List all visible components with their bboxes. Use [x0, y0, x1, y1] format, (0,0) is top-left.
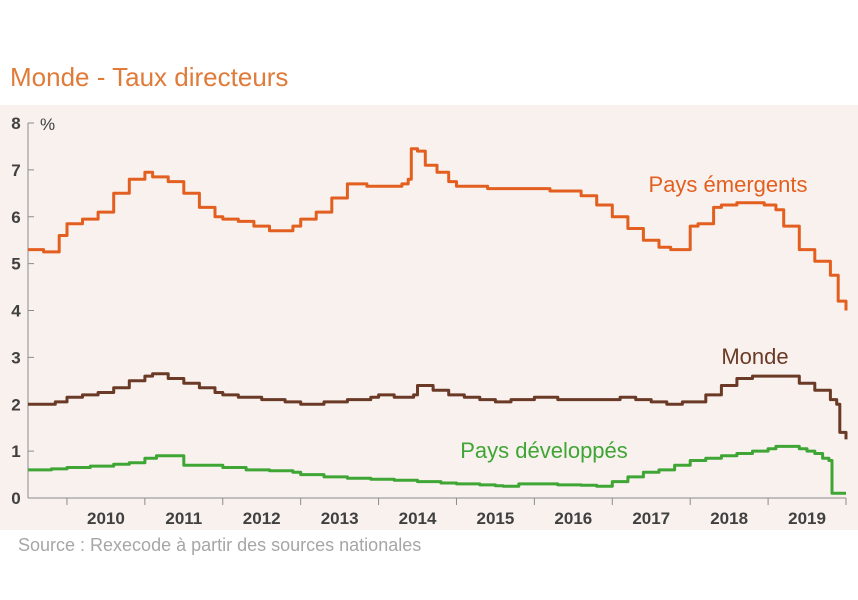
y-tick-label: 6 [11, 208, 20, 227]
y-tick-label: 2 [11, 395, 20, 414]
x-tick-label: 2017 [632, 509, 670, 528]
x-tick-label: 2018 [710, 509, 748, 528]
x-tick-label: 2011 [165, 509, 202, 528]
y-tick-label: 3 [11, 348, 20, 367]
series-layer [28, 147, 848, 495]
x-tick-label: 2019 [788, 509, 826, 528]
x-tick-label: 2012 [243, 509, 281, 528]
series-line-monde [28, 372, 848, 440]
plot-background [0, 105, 858, 530]
x-tick-label: 2014 [399, 509, 437, 528]
x-tick-label: 2015 [477, 509, 515, 528]
x-tick-label: 2016 [554, 509, 592, 528]
source-note: Source : Rexecode à partir des sources n… [18, 535, 422, 555]
y-tick-label: 1 [11, 442, 20, 461]
chart-title: Monde - Taux directeurs [10, 62, 289, 92]
y-tick-label: 8 [11, 114, 20, 133]
series-label: Pays émergents [649, 172, 808, 197]
y-axis: 0 1 2 3 4 5 6 7 8% [11, 114, 55, 508]
y-tick-label: 4 [11, 302, 21, 321]
series-line-pays-emergents [28, 147, 848, 311]
x-axis: 2010 2011 2012 2013 2014 2015 2016 2017 2018 2019 [28, 497, 847, 528]
x-tick-label: 2010 [87, 509, 125, 528]
x-tick-label: 2013 [321, 509, 359, 528]
y-tick-label: 5 [11, 255, 20, 274]
y-tick-label: 7 [11, 161, 20, 180]
y-tick-label: 0 [11, 489, 20, 508]
series-labels: Pays émergents Monde Pays développés [460, 172, 807, 463]
series-line-pays-developpes [28, 444, 846, 495]
series-label: Monde [721, 344, 788, 369]
series-label: Pays développés [460, 438, 628, 463]
y-axis-unit: % [40, 115, 55, 134]
